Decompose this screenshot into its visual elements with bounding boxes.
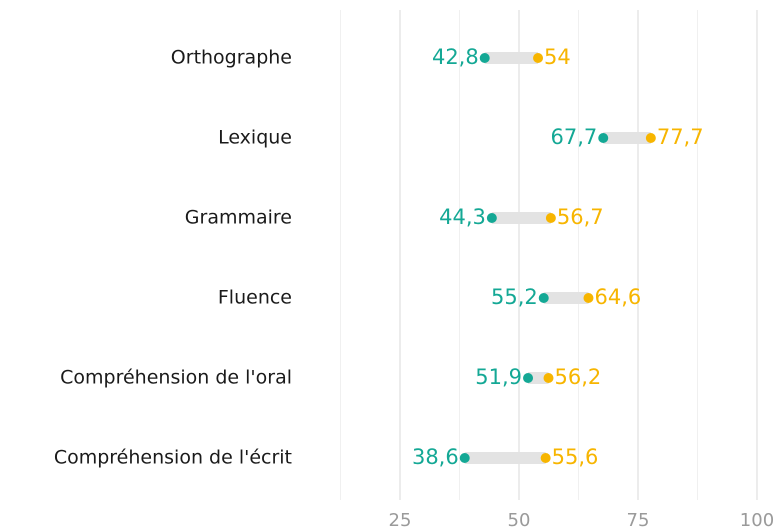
- value-label: 56,2: [555, 365, 602, 389]
- dot: [459, 453, 470, 463]
- dot: [538, 293, 549, 303]
- value-label: 67,7: [550, 125, 597, 149]
- dot: [486, 213, 497, 223]
- category-label: Grammaire: [185, 207, 292, 229]
- value-label: 55,6: [552, 445, 599, 469]
- value-label: 44,3: [439, 205, 486, 229]
- value-label: 38,6: [412, 445, 459, 469]
- category-label: Compréhension de l'oral: [60, 367, 292, 389]
- x-tick-label: 50: [508, 510, 531, 531]
- value-label: 64,6: [594, 285, 641, 309]
- dot: [479, 53, 490, 63]
- x-tick-label: 75: [627, 510, 650, 531]
- dot: [543, 373, 554, 383]
- dot: [645, 133, 656, 143]
- dot: [523, 373, 534, 383]
- value-label: 77,7: [657, 125, 704, 149]
- x-tick-label: 100: [740, 510, 774, 531]
- x-tick-label: 25: [389, 510, 412, 531]
- category-label: Lexique: [218, 127, 292, 149]
- dot: [583, 293, 594, 303]
- dot: [533, 53, 544, 63]
- dot: [540, 453, 551, 463]
- value-label: 51,9: [475, 365, 522, 389]
- value-label: 56,7: [557, 205, 604, 229]
- dot: [545, 213, 556, 223]
- category-label: Fluence: [218, 287, 292, 309]
- value-label: 42,8: [432, 45, 479, 69]
- value-label: 54: [544, 45, 571, 69]
- category-label: Orthographe: [171, 47, 292, 69]
- category-label: Compréhension de l'écrit: [54, 447, 292, 469]
- dot: [598, 133, 609, 143]
- value-label: 55,2: [491, 285, 538, 309]
